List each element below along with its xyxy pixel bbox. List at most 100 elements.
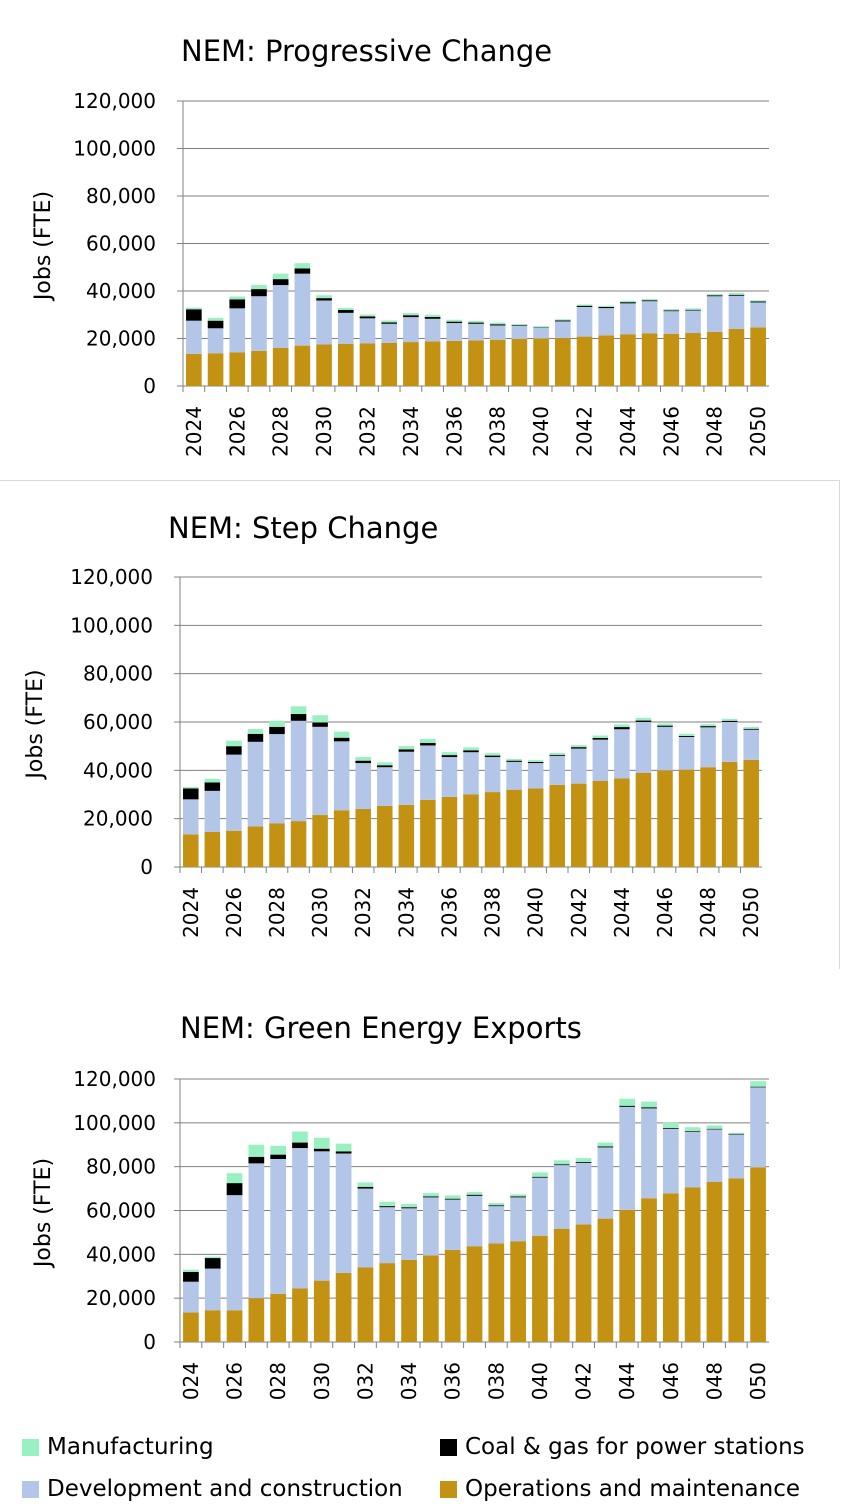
- bar-development-and-construction-2027: [251, 296, 267, 351]
- bar-manufacturing-2034: [398, 746, 415, 750]
- x-tick-label: 2028: [266, 1362, 290, 1400]
- bar-manufacturing-2049: [728, 1132, 745, 1134]
- bar-coal-and-gas-for-power-stations-2050: [750, 301, 766, 303]
- x-tick-label: 2038: [484, 1362, 508, 1400]
- bar-development-and-construction-2046: [663, 311, 680, 334]
- bar-operations-and-maintenance-2024: [183, 834, 199, 867]
- bar-operations-and-maintenance-2050: [750, 1167, 766, 1342]
- bar-coal-and-gas-for-power-stations-2034: [403, 315, 419, 318]
- bar-development-and-construction-2028: [270, 1158, 287, 1294]
- y-tick-label: 120,000: [73, 1067, 156, 1091]
- x-tick-label: 2048: [703, 406, 727, 457]
- bar-coal-and-gas-for-power-stations-2028: [272, 279, 289, 286]
- bar-development-and-construction-2036: [444, 1199, 461, 1250]
- bar-operations-and-maintenance-2030: [312, 815, 328, 867]
- bar-operations-and-maintenance-2049: [721, 761, 738, 867]
- bar-manufacturing-2035: [423, 1193, 439, 1197]
- bar-manufacturing-2030: [313, 1137, 330, 1149]
- bar-manufacturing-2037: [463, 747, 479, 751]
- bar-development-and-construction-2039: [511, 325, 528, 339]
- bar-coal-and-gas-for-power-stations-2046: [663, 310, 680, 312]
- bar-development-and-construction-2041: [553, 1165, 570, 1229]
- bar-manufacturing-2034: [401, 1203, 417, 1208]
- bar-coal-and-gas-for-power-stations-2043: [598, 306, 615, 309]
- bar-coal-and-gas-for-power-stations-2027: [251, 289, 267, 297]
- bar-manufacturing-2043: [592, 735, 609, 738]
- bar-development-and-construction-2024: [183, 1281, 199, 1313]
- bar-manufacturing-2027: [251, 285, 267, 290]
- bar-development-and-construction-2024: [186, 320, 202, 354]
- x-tick-label: 2024: [182, 406, 206, 457]
- bar-operations-and-maintenance-2027: [248, 1298, 265, 1342]
- bar-operations-and-maintenance-2049: [728, 329, 745, 386]
- bar-coal-and-gas-for-power-stations-2032: [357, 1186, 374, 1189]
- bar-coal-and-gas-for-power-stations-2040: [527, 761, 544, 764]
- legend-label-development: Development and construction: [47, 1476, 403, 1502]
- bar-manufacturing-2040: [533, 326, 549, 328]
- bar-operations-and-maintenance-2040: [533, 338, 549, 386]
- bar-manufacturing-2047: [684, 1127, 701, 1131]
- bar-coal-and-gas-for-power-stations-2045: [641, 1107, 657, 1109]
- bar-development-and-construction-2046: [657, 726, 673, 771]
- legend-swatch-operations: [440, 1480, 457, 1498]
- bar-operations-and-maintenance-2031: [333, 810, 350, 867]
- bar-development-and-construction-2036: [446, 323, 463, 341]
- bar-operations-and-maintenance-2034: [403, 342, 419, 386]
- bar-manufacturing-2029: [292, 1131, 308, 1143]
- bar-operations-and-maintenance-2032: [355, 809, 371, 867]
- chart-green-energy-exports: NEM: Green Energy Exports 0 20,000 40,000 60…: [31, 1011, 770, 1400]
- bar-development-and-construction-2045: [635, 722, 652, 773]
- bar-manufacturing-2026: [226, 1173, 243, 1184]
- bar-development-and-construction-2030: [312, 726, 328, 816]
- bar-manufacturing-2038: [488, 1203, 505, 1206]
- bar-development-and-construction-2044: [620, 303, 636, 335]
- bar-coal-and-gas-for-power-stations-2048: [706, 1128, 723, 1130]
- bar-coal-and-gas-for-power-stations-2044: [619, 1105, 636, 1107]
- x-tick-label: 2038: [486, 406, 510, 457]
- bar-manufacturing-2040: [532, 1172, 548, 1177]
- bar-coal-and-gas-for-power-stations-2038: [488, 1205, 505, 1207]
- bar-operations-and-maintenance-2041: [555, 338, 571, 386]
- x-tick-label: 2040: [524, 887, 548, 938]
- legend-swatch-development: [22, 1480, 39, 1498]
- y-tick-label: 20,000: [86, 327, 156, 351]
- bar-development-and-construction-2027: [247, 741, 264, 827]
- bar-coal-and-gas-for-power-stations-2035: [420, 743, 436, 746]
- x-tick-label: 2050: [739, 887, 763, 938]
- bar-operations-and-maintenance-2031: [335, 1272, 352, 1342]
- bar-coal-and-gas-for-power-stations-2029: [290, 714, 307, 721]
- bar-development-and-construction-2040: [527, 763, 544, 789]
- bar-coal-and-gas-for-power-stations-2046: [662, 1127, 679, 1129]
- chart-title: NEM: Progressive Change: [181, 34, 552, 68]
- bar-operations-and-maintenance-2041: [553, 1228, 570, 1342]
- x-tick-label: 2040: [528, 1362, 552, 1400]
- bar-coal-and-gas-for-power-stations-2036: [444, 1198, 461, 1200]
- bar-coal-and-gas-for-power-stations-2042: [575, 1162, 592, 1163]
- bar-coal-and-gas-for-power-stations-2025: [204, 782, 221, 791]
- bar-operations-and-maintenance-2027: [247, 826, 264, 867]
- bar-coal-and-gas-for-power-stations-2027: [248, 1156, 265, 1164]
- bar-manufacturing-2035: [420, 738, 436, 744]
- x-tick-label: 2050: [746, 1362, 770, 1400]
- bar-manufacturing-2032: [357, 1182, 374, 1187]
- bar-manufacturing-2047: [685, 308, 701, 310]
- bar-development-and-construction-2037: [463, 752, 479, 795]
- y-tick-label: 20,000: [83, 807, 153, 831]
- bar-manufacturing-2029: [290, 706, 307, 715]
- x-tick-label: 2024: [179, 1362, 203, 1400]
- bar-operations-and-maintenance-2030: [316, 344, 332, 386]
- bar-coal-and-gas-for-power-stations-2025: [204, 1258, 221, 1269]
- bar-manufacturing-2041: [549, 752, 565, 755]
- bar-development-and-construction-2048: [706, 1129, 723, 1183]
- bar-development-and-construction-2026: [229, 308, 246, 353]
- bar-operations-and-maintenance-2047: [678, 769, 695, 867]
- bar-operations-and-maintenance-2025: [204, 1310, 221, 1342]
- bar-manufacturing-2036: [446, 319, 463, 322]
- bar-manufacturing-2041: [553, 1160, 570, 1165]
- bar-development-and-construction-2030: [316, 300, 332, 345]
- chart-panel-step-change: NEM: Step Change 0 20,000 40,000 60,000 80,00…: [0, 480, 840, 969]
- x-tick-label: 2044: [616, 406, 640, 457]
- chart-progressive-change: NEM: Progressive Change 0 20,000 40,000 60,0…: [31, 34, 770, 457]
- bar-coal-and-gas-for-power-stations-2029: [294, 268, 311, 274]
- y-tick-label: 80,000: [86, 184, 156, 208]
